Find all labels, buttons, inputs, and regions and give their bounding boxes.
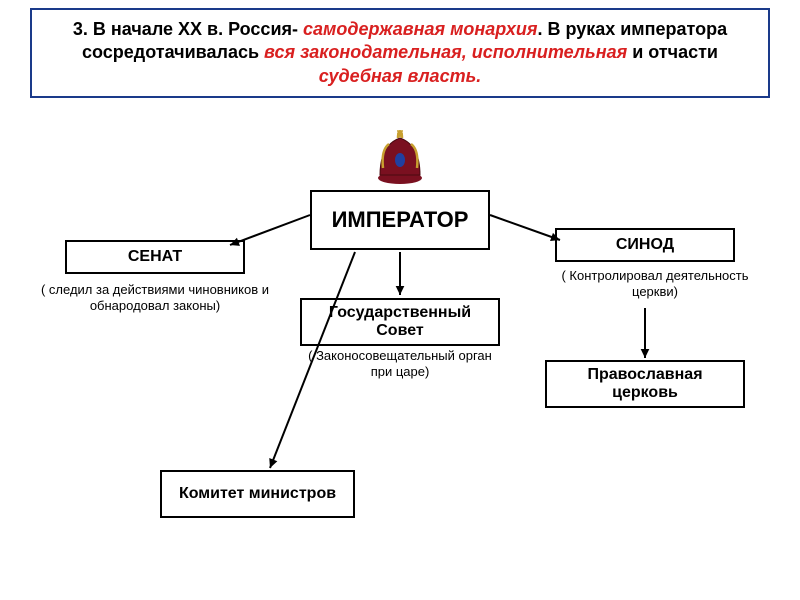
desc-sinod: ( Контролировал деятельность церкви) bbox=[555, 268, 755, 299]
node-label: СЕНАТ bbox=[128, 248, 182, 266]
node-emperor: ИМПЕРАТОР bbox=[310, 190, 490, 250]
header-text: 3. В начале ХХ в. Россия- самодержавная … bbox=[73, 19, 727, 86]
node-gossovet: Государственный Совет bbox=[300, 298, 500, 346]
desc-gossovet: ( Законосовещательный орган при царе) bbox=[300, 348, 500, 379]
node-label: Православная церковь bbox=[555, 366, 735, 401]
header-box: 3. В начале ХХ в. Россия- самодержавная … bbox=[30, 8, 770, 98]
node-label: Государственный Совет bbox=[310, 304, 490, 339]
node-label: СИНОД bbox=[616, 236, 674, 254]
node-senate: СЕНАТ bbox=[65, 240, 245, 274]
desc-text: ( Контролировал деятельность церкви) bbox=[561, 268, 748, 299]
node-label: Комитет министров bbox=[179, 485, 336, 503]
desc-text: ( Законосовещательный орган при царе) bbox=[308, 348, 492, 379]
desc-text: ( следил за действиями чиновников и обна… bbox=[41, 282, 269, 313]
crown-icon bbox=[375, 130, 425, 185]
node-church: Православная церковь bbox=[545, 360, 745, 408]
desc-senate: ( следил за действиями чиновников и обна… bbox=[40, 282, 270, 313]
node-sinod: СИНОД bbox=[555, 228, 735, 262]
node-label: ИМПЕРАТОР bbox=[332, 208, 469, 232]
node-committee: Комитет министров bbox=[160, 470, 355, 518]
